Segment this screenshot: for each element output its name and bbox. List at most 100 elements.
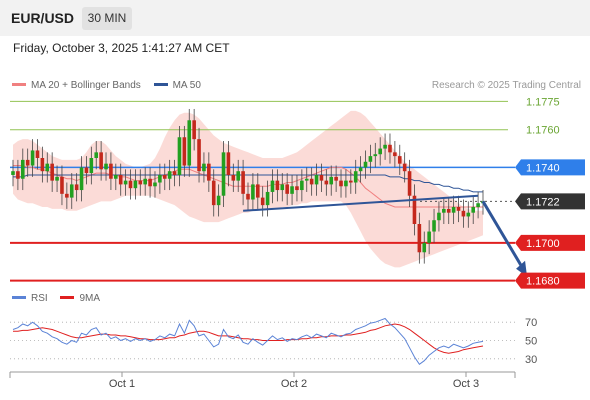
candle-body: [182, 137, 187, 166]
level-label-1.1722: 1.1722: [526, 196, 560, 208]
candle-body: [65, 193, 69, 198]
candle-body: [363, 161, 368, 168]
candle-body: [55, 176, 59, 181]
candle-body: [304, 178, 309, 181]
timeframe-button[interactable]: 30 MIN: [82, 7, 132, 30]
candle-body: [133, 180, 138, 189]
candle-body: [466, 212, 471, 217]
ma50-swatch: [153, 82, 168, 86]
candle-body: [172, 171, 177, 175]
candle-body: [231, 174, 236, 181]
rsi-tick-30: 30: [525, 354, 537, 366]
candle-body: [197, 139, 201, 172]
candle-body: [216, 195, 221, 206]
candle-body: [339, 180, 343, 187]
candle-body: [187, 120, 192, 166]
level-tag-1.1700: [515, 234, 585, 251]
candle-body: [461, 210, 466, 217]
candle-body: [84, 167, 89, 174]
level-tag-1.1680: [515, 272, 585, 289]
level-label-1.1760: 1.1760: [526, 125, 560, 137]
legend-item-9ma: 9MA: [60, 293, 100, 304]
candle-body: [251, 184, 255, 200]
header-bar: EUR/USD 30 MIN: [0, 0, 590, 36]
candle-body: [148, 178, 152, 187]
candle-body: [290, 186, 294, 194]
candle-body: [456, 207, 461, 211]
candle-body: [388, 144, 392, 153]
candle-body: [373, 154, 378, 157]
candle-body: [11, 171, 15, 175]
candle-body: [20, 159, 25, 179]
candle-body: [275, 180, 280, 191]
level-label-1.1700: 1.1700: [526, 238, 560, 250]
level-tag-1.1740: [515, 159, 585, 176]
rsi-9ma-line: [13, 323, 484, 354]
price-legend: MA 20 + Bollinger Bands MA 50: [12, 80, 201, 91]
legend-label-rsi: RSI: [31, 293, 48, 304]
candle-body: [451, 207, 456, 213]
legend-label-9ma: 9MA: [79, 293, 101, 304]
candle-body: [16, 171, 20, 179]
candle-body: [393, 152, 397, 157]
candles: [11, 108, 485, 264]
level-label-1.1740: 1.1740: [526, 162, 560, 174]
candle-body: [412, 195, 417, 224]
candle-body: [221, 152, 226, 196]
x-tick-label: Oct 3: [453, 378, 479, 390]
candle-body: [300, 180, 304, 191]
candle-body: [202, 163, 206, 172]
candle-body: [255, 184, 260, 198]
candle-body: [407, 171, 412, 196]
candle-body: [69, 184, 74, 198]
candle-body: [241, 171, 245, 194]
candle-body: [260, 197, 265, 206]
rsi-swatch: [12, 295, 26, 299]
legend-label-ma20: MA 20 + Bollinger Bands: [31, 80, 141, 91]
candle-body: [397, 156, 402, 164]
candle-body: [128, 180, 133, 189]
candle-body: [353, 171, 358, 183]
candle-body: [319, 174, 324, 181]
symbol-label: EUR/USD: [11, 10, 75, 26]
candle-body: [74, 184, 79, 191]
9ma-swatch: [60, 295, 75, 299]
candle-body: [334, 176, 338, 181]
x-axis: Oct 1 Oct 2 Oct 3: [9, 371, 516, 390]
candle-body: [285, 184, 289, 194]
candle-body: [94, 152, 99, 158]
candle-body: [99, 152, 103, 170]
timestamp: Friday, October 3, 2025 1:41:27 AM CET: [13, 41, 230, 55]
candle-body: [265, 191, 270, 206]
projection-arrow-shaft: [481, 200, 525, 270]
candle-body: [295, 186, 299, 191]
candle-body: [35, 150, 40, 158]
level-tag-1.1722: [515, 193, 585, 210]
candle-body: [422, 242, 427, 253]
trendline: [243, 194, 479, 212]
candle-body: [378, 148, 382, 155]
candle-body: [50, 163, 54, 181]
candle-body: [192, 120, 196, 140]
legend-item-rsi: RSI: [12, 293, 48, 304]
candle-body: [446, 208, 451, 213]
candle-body: [246, 193, 250, 200]
x-tick-label: Oct 2: [281, 378, 307, 390]
candle-body: [314, 174, 319, 185]
candle-body: [79, 167, 84, 191]
level-label-1.1775: 1.1775: [526, 96, 560, 108]
rsi-tick-70: 70: [525, 317, 537, 329]
candle-body: [349, 180, 353, 183]
candle-body: [324, 180, 329, 185]
candle-body: [280, 184, 285, 191]
candle-body: [442, 208, 446, 213]
candle-body: [226, 152, 231, 175]
legend-item-ma20: MA 20 + Bollinger Bands: [12, 80, 141, 91]
level-labels: 1.1775 1.1760 1.1740 1.1722 1.1700 1.1680: [515, 96, 585, 289]
x-tick-label: Oct 1: [109, 378, 135, 390]
candle-body: [138, 180, 143, 185]
candle-body: [25, 159, 30, 166]
level-label-1.1680: 1.1680: [526, 276, 560, 288]
candle-body: [471, 207, 476, 213]
candle-body: [417, 224, 422, 253]
